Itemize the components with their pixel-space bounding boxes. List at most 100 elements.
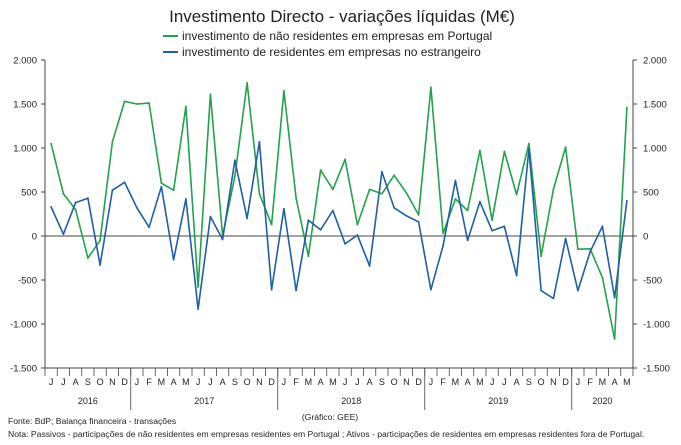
data-point-residents bbox=[50, 206, 53, 208]
data-point-residents bbox=[478, 200, 481, 203]
data-point-residents bbox=[380, 170, 383, 173]
data-point-residents bbox=[466, 239, 469, 242]
month-label: S bbox=[85, 377, 91, 387]
data-point-residents bbox=[282, 207, 285, 210]
month-label: M bbox=[329, 377, 337, 387]
month-label: J bbox=[49, 377, 54, 387]
data-point-nonresidents bbox=[111, 140, 114, 143]
month-label: S bbox=[526, 377, 532, 387]
data-point-residents bbox=[417, 221, 420, 223]
month-label: A bbox=[612, 377, 618, 387]
data-point-nonresidents bbox=[62, 192, 65, 195]
month-label: N bbox=[403, 377, 410, 387]
right-tick-label: -1.500 bbox=[643, 364, 670, 375]
month-label: O bbox=[391, 377, 398, 387]
data-point-residents bbox=[442, 244, 445, 247]
data-point-residents bbox=[515, 274, 518, 277]
month-label: F bbox=[146, 377, 152, 387]
data-point-residents bbox=[62, 233, 65, 236]
year-label: 2019 bbox=[488, 396, 508, 406]
data-point-nonresidents bbox=[344, 158, 347, 161]
data-point-nonresidents bbox=[148, 102, 151, 105]
data-point-nonresidents bbox=[503, 150, 506, 153]
data-point-nonresidents bbox=[442, 232, 445, 235]
month-label: D bbox=[121, 377, 128, 387]
data-point-residents bbox=[405, 214, 408, 217]
month-label: N bbox=[550, 377, 557, 387]
left-tick-label: 2.000 bbox=[13, 56, 37, 67]
month-label: D bbox=[415, 377, 422, 387]
data-point-residents bbox=[270, 288, 273, 291]
data-point-residents bbox=[233, 159, 236, 162]
month-label: M bbox=[476, 377, 484, 387]
data-point-residents bbox=[148, 226, 151, 229]
data-point-nonresidents bbox=[209, 93, 212, 96]
left-tick-label: -1.000 bbox=[10, 320, 37, 331]
data-point-residents bbox=[197, 308, 200, 310]
right-tick-label: 1.500 bbox=[643, 100, 667, 111]
data-point-residents bbox=[429, 288, 432, 291]
series-line-residents bbox=[50, 141, 628, 310]
data-point-nonresidents bbox=[319, 169, 322, 171]
data-point-nonresidents bbox=[135, 103, 138, 105]
legend-label-nonresidents: investimento de não residentes em empres… bbox=[182, 29, 492, 43]
data-point-nonresidents bbox=[331, 188, 334, 191]
left-tick-label: 500 bbox=[21, 188, 37, 199]
month-label: D bbox=[268, 377, 275, 387]
month-label: O bbox=[244, 377, 251, 387]
year-label: 2018 bbox=[341, 396, 361, 406]
data-point-residents bbox=[99, 264, 102, 266]
month-label: J bbox=[355, 377, 360, 387]
data-point-residents bbox=[503, 225, 506, 228]
month-label: J bbox=[343, 377, 348, 387]
data-point-nonresidents bbox=[625, 106, 628, 109]
plot-area bbox=[45, 81, 633, 340]
right-tick-label: 2.000 bbox=[643, 56, 667, 67]
data-point-nonresidents bbox=[478, 149, 481, 152]
series-line-nonresidents bbox=[50, 82, 628, 340]
data-point-nonresidents bbox=[380, 192, 383, 195]
data-point-nonresidents bbox=[307, 255, 310, 258]
month-label: M bbox=[623, 377, 631, 387]
left-y-axis: -1.500 -1.000 -500 0 500 1.000 1.500 2.000 bbox=[10, 56, 46, 375]
data-point-residents bbox=[368, 265, 371, 267]
data-point-nonresidents bbox=[282, 89, 285, 92]
month-label: A bbox=[465, 377, 471, 387]
footnote: Nota: Passivos - participações de não re… bbox=[8, 429, 644, 439]
data-point-residents bbox=[123, 181, 126, 184]
month-label: O bbox=[538, 377, 545, 387]
data-point-nonresidents bbox=[552, 188, 555, 191]
data-point-residents bbox=[172, 258, 175, 261]
data-point-residents bbox=[552, 297, 555, 300]
month-label: D bbox=[562, 377, 569, 387]
data-point-residents bbox=[491, 229, 494, 232]
right-tick-label: -500 bbox=[643, 276, 662, 287]
data-point-residents bbox=[307, 219, 310, 222]
left-tick-label: -500 bbox=[18, 276, 37, 287]
data-point-nonresidents bbox=[50, 142, 53, 145]
month-label: A bbox=[514, 377, 520, 387]
month-label: F bbox=[587, 377, 593, 387]
month-label: M bbox=[599, 377, 607, 387]
data-point-nonresidents bbox=[233, 175, 236, 178]
month-label: S bbox=[379, 377, 385, 387]
data-point-nonresidents bbox=[270, 223, 273, 226]
data-point-residents bbox=[319, 228, 322, 231]
month-label: J bbox=[576, 377, 581, 387]
legend: investimento de não residentes em empres… bbox=[163, 29, 492, 59]
data-point-nonresidents bbox=[429, 86, 432, 89]
month-label: J bbox=[208, 377, 213, 387]
month-label: M bbox=[452, 377, 460, 387]
month-label: J bbox=[502, 377, 507, 387]
data-point-residents bbox=[258, 140, 261, 143]
data-point-residents bbox=[209, 215, 212, 218]
year-label: 2017 bbox=[194, 396, 214, 406]
month-label: J bbox=[135, 377, 140, 387]
month-label: S bbox=[232, 377, 238, 387]
month-label: M bbox=[182, 377, 190, 387]
data-point-residents bbox=[74, 201, 77, 204]
month-label: A bbox=[73, 377, 79, 387]
data-point-residents bbox=[625, 199, 628, 202]
data-point-nonresidents bbox=[576, 248, 579, 251]
month-label: J bbox=[61, 377, 66, 387]
